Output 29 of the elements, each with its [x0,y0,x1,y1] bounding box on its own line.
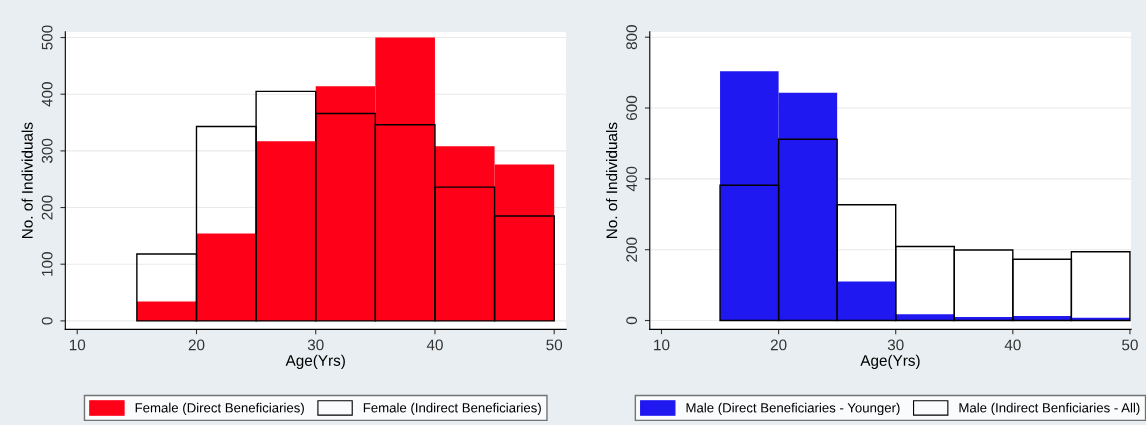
y-tick-label: 200 [626,237,638,262]
y-tick-label: 200 [41,195,53,220]
y-tick-label: 300 [41,138,53,164]
y-tick-label: 800 [626,25,638,50]
y-tick-label: 100 [41,252,53,276]
x-tick-label: 10 [69,339,86,351]
y-tick-label: 400 [626,166,638,192]
x-axis-title: Age(Yrs) [860,354,920,369]
y-tick-label: 400 [41,82,53,107]
y-tick-label: 0 [626,316,638,325]
legend-label: Male (Direct Beneficiaries - Younger) [686,402,900,416]
x-tick-label: 40 [1004,339,1021,351]
y-tick-label: 0 [41,317,53,325]
legend-label: Male (Indirect Benficiaries - All) [959,402,1140,416]
y-axis-title: No. of Individuals [606,122,618,238]
x-tick-label: 40 [426,339,443,351]
x-axis-title: Age(Yrs) [285,354,345,369]
x-tick-label: 10 [654,339,670,351]
x-tick-label: 50 [546,339,563,351]
x-tick-label: 30 [887,339,904,351]
y-tick-label: 500 [41,25,53,50]
y-tick-label: 600 [626,95,638,120]
x-tick-label: 20 [770,339,787,351]
y-axis-title: No. of Individuals [21,122,33,238]
x-tick-label: 30 [307,339,324,351]
legend-label: Female (Direct Beneficiaries) [135,402,304,416]
x-tick-label: 20 [188,339,205,351]
legend-label: Female (Indirect Beneficiaries) [363,402,541,416]
x-tick-label: 50 [1122,339,1138,351]
